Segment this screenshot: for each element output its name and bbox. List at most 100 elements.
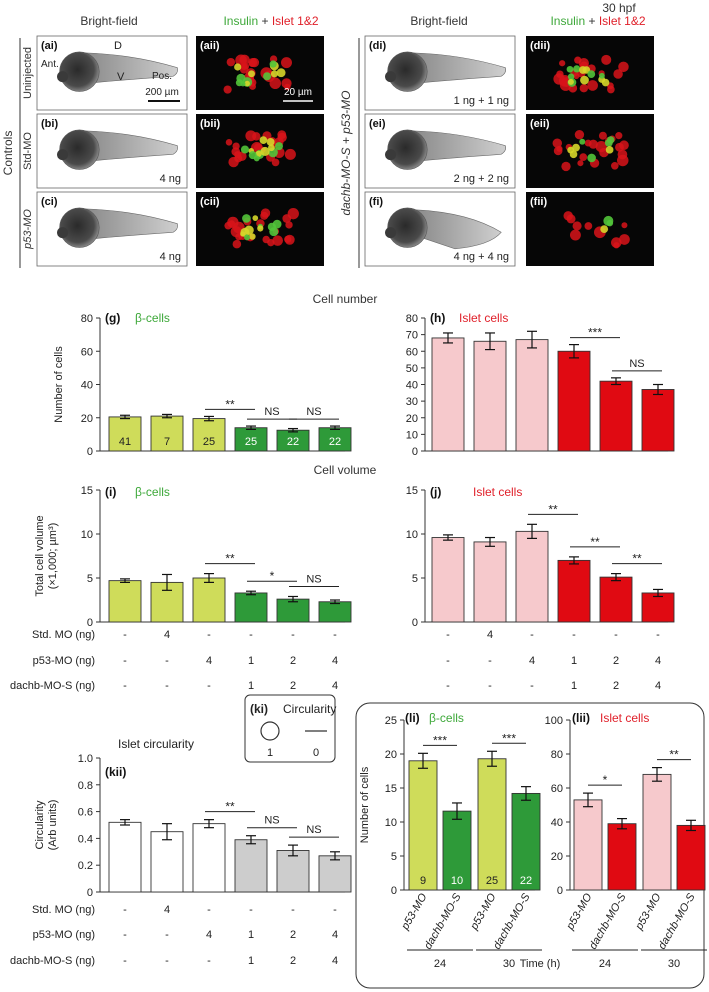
sample-size-label: 9	[420, 875, 426, 887]
treatment-cell: -	[446, 629, 450, 641]
insulin-cell	[242, 214, 251, 223]
insulin-cell	[234, 63, 242, 71]
islet-cell	[252, 132, 261, 141]
scale-bar-fl-label: 20 µm	[284, 87, 312, 98]
insulin-cell	[573, 65, 581, 73]
y-tick-label: 60	[551, 783, 563, 795]
treatment-cell: 4	[206, 929, 212, 941]
insulin-cell	[276, 68, 286, 78]
treatment-table-ij-right: - 4 - - - - - - 4 1 2 4 - - - 1 2 4	[446, 629, 661, 692]
significance-label: NS	[629, 358, 644, 370]
bar	[599, 380, 633, 452]
treatment-row-label: dachb-MO-S (ng)	[10, 680, 95, 692]
treatment-cell: -	[207, 629, 211, 641]
islet-cell	[224, 221, 233, 230]
bar	[511, 792, 541, 891]
treatment-cell: 2	[613, 680, 619, 692]
insulin-cell	[274, 142, 283, 151]
time-group-label: 30	[668, 958, 680, 970]
islet-cell	[621, 222, 628, 229]
y-axis-label-units: (×1,000; µm³)	[47, 523, 59, 590]
fluorescence-tag: (bii)	[200, 118, 220, 130]
islet-cell	[574, 129, 585, 140]
sample-size-label: 25	[203, 436, 215, 448]
y-tick-label: 0	[412, 446, 418, 458]
insulin-cell	[569, 150, 578, 159]
significance-label: **	[225, 800, 235, 814]
ki-box	[244, 694, 336, 763]
row-label: Uninjected	[22, 47, 34, 99]
bar	[473, 340, 507, 452]
treatment-row-label: p53-MO (ng)	[33, 655, 95, 667]
embryo-eye	[385, 71, 397, 83]
treatment-cell: -	[123, 904, 127, 916]
bar	[276, 850, 310, 893]
fluorescence-tag: (aii)	[200, 40, 220, 52]
category-label: dachb-MO-S	[656, 891, 698, 952]
treatment-cell: -	[207, 680, 211, 692]
y-tick-label: 50	[406, 363, 418, 375]
islet-cell	[237, 151, 247, 162]
insulin-cell	[272, 219, 282, 229]
embryo-eye	[57, 149, 69, 161]
significance-label: NS	[264, 815, 279, 827]
y-tick-label: 0	[87, 446, 93, 458]
insulin-cell	[600, 225, 609, 234]
bar	[442, 810, 472, 891]
treatment-cell: 4	[164, 904, 170, 916]
treatment-cell: -	[123, 655, 127, 667]
bright-field-panel: (fi) 4 ng + 4 ng	[364, 191, 516, 267]
ki-value-0: 0	[313, 747, 319, 759]
significance-label: **	[225, 552, 235, 566]
significance-label: ***	[588, 326, 602, 340]
embryo-tail	[84, 130, 178, 161]
treatment-cell: -	[488, 655, 492, 667]
embryo-yolk	[59, 207, 100, 248]
insulin-cell	[248, 70, 255, 78]
insulin-cell	[259, 136, 268, 144]
row-label: Std-MO	[22, 132, 34, 170]
y-tick-label: 0	[557, 885, 563, 897]
y-axis-label-units: (Arb units)	[47, 800, 59, 851]
y-tick-label: 15	[385, 783, 397, 795]
bar	[276, 598, 310, 623]
bright-field-tag: (ei)	[369, 118, 386, 130]
treatment-cell: -	[123, 629, 127, 641]
treatment-cell: -	[333, 904, 337, 916]
embryo-yolk	[387, 207, 428, 248]
insulin-cell	[252, 215, 259, 221]
treatment-row-label: Std. MO (ng)	[32, 629, 95, 641]
chart-tag: (g)	[105, 311, 120, 325]
treatment-cell: 2	[290, 955, 296, 967]
insulin-cell	[257, 225, 264, 232]
category-label: p53-MO	[399, 891, 430, 933]
insulin-cell	[579, 66, 587, 74]
islet-cell	[579, 84, 589, 93]
islet-cell	[559, 60, 566, 67]
treatment-cell: -	[446, 680, 450, 692]
y-axis-label: Circularity	[34, 800, 46, 849]
micrograph-panels-right: (di) 1 ng + 1 ng (dii) (ei) 2 ng + 2 ng (eii)…	[364, 35, 654, 267]
treatment-cell: -	[165, 955, 169, 967]
significance-label: **	[632, 552, 642, 566]
bar	[234, 592, 268, 623]
significance-label: NS	[264, 406, 279, 418]
chart-h-islet-cell-number: 0 10 20 30 40 50 60 70 80 (h) Islet cells *** NS	[406, 311, 675, 458]
treatment-cell: -	[333, 629, 337, 641]
bar	[431, 337, 465, 452]
y-tick-label: 5	[87, 573, 93, 585]
embryo-eye	[57, 227, 69, 239]
bar	[607, 823, 637, 891]
sample-size-label: 10	[451, 875, 463, 887]
fluor-background	[196, 36, 324, 110]
islet-cell	[563, 211, 573, 221]
treatment-cell: -	[656, 629, 660, 641]
bar	[192, 577, 226, 623]
category-label: p53-MO	[564, 891, 595, 933]
treatment-cell: -	[291, 904, 295, 916]
embryo-tail	[414, 209, 502, 250]
y-tick-label: 0	[391, 885, 397, 897]
bright-field-header-right: Bright-field	[410, 14, 467, 28]
insulin-cell	[270, 70, 278, 78]
treatment-cell: -	[614, 629, 618, 641]
